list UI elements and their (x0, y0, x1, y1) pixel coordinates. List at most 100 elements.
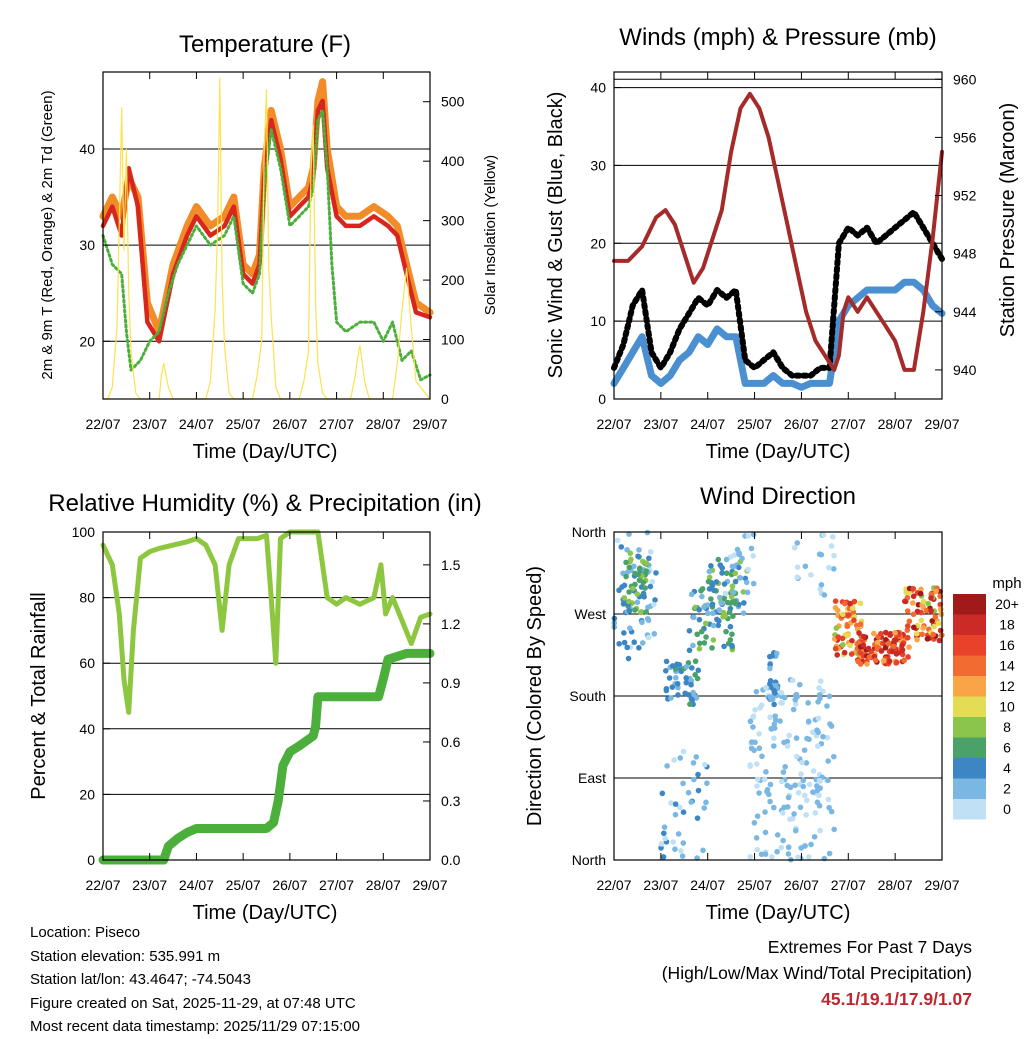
humidity-xtick-label: 28/07 (366, 877, 401, 893)
wind-direction-point (810, 789, 816, 796)
wind-direction-point (692, 672, 698, 678)
wind-direction-point (839, 611, 846, 618)
temperature-series-2m-td-line (101, 109, 432, 382)
wind-direction-point (624, 644, 631, 651)
wind-direction-point (727, 623, 734, 630)
wind-direction-point (715, 622, 722, 629)
wind-direction-point (820, 532, 827, 538)
wind-direction-point (803, 760, 810, 766)
station-location: Location: Piseco (30, 924, 141, 941)
wind-direction-point (779, 810, 786, 816)
wind-direction-point (632, 607, 638, 613)
wind-direction-point (627, 550, 634, 556)
winds-y2tick-label: 948 (953, 246, 977, 262)
wind-direction-point (701, 604, 707, 610)
wind-direction-point (866, 654, 873, 661)
winds-xtick-label: 25/07 (737, 416, 772, 432)
wind-direction-point (778, 689, 785, 696)
wind-direction-point (885, 640, 892, 647)
wind-direction-xlabel: Time (Day/UTC) (706, 902, 851, 924)
wind-direction-point (719, 570, 725, 576)
wind-direction-point (814, 787, 821, 794)
wind-direction-point (726, 609, 733, 616)
wind-direction-point (625, 655, 632, 662)
wind-direction-point (696, 645, 703, 652)
wind-direction-point (703, 799, 709, 806)
speed-legend-label: 16 (999, 637, 1015, 653)
wind-direction-point (785, 794, 792, 801)
temperature-y2tick-label: 200 (441, 272, 465, 288)
winds-xtick-label: 26/07 (784, 416, 819, 432)
wind-direction-point (874, 639, 881, 646)
temperature-y2tick-label: 500 (441, 94, 465, 110)
extremes-title: Extremes For Past 7 Days (767, 937, 972, 957)
wind-direction-point (674, 680, 681, 687)
wind-direction-point (666, 675, 673, 681)
wind-direction-point (844, 623, 851, 630)
wind-direction-point (645, 604, 651, 611)
wind-direction-point (809, 729, 816, 736)
wind-direction-point (621, 582, 628, 589)
speed-legend-label: 2 (1003, 781, 1011, 797)
wind-direction-point (677, 755, 684, 761)
wind-direction-point (792, 701, 799, 707)
wind-direction-point (653, 570, 659, 576)
wind-direction-point (660, 854, 667, 860)
wind-direction-point (790, 677, 796, 684)
wind-direction-point (686, 647, 693, 654)
wind-direction-point (623, 559, 629, 566)
wind-direction-point (932, 614, 939, 620)
wind-direction-point (756, 745, 763, 752)
wind-direction-point (683, 679, 690, 686)
wind-direction-point (700, 847, 706, 854)
wind-direction-point (805, 718, 812, 725)
temperature-y2tick-label: 400 (441, 153, 465, 169)
wind-direction-point (683, 664, 690, 670)
wind-direction-point (825, 777, 831, 784)
wind-direction-point (802, 563, 809, 570)
speed-legend-swatch (953, 655, 986, 676)
wind-direction-point (688, 591, 695, 598)
wind-direction-point (824, 734, 831, 741)
wind-direction-point (758, 851, 765, 858)
wind-direction-point (839, 635, 846, 642)
wind-direction-point (626, 608, 633, 614)
wind-direction-point (817, 827, 823, 834)
wind-direction-point (643, 609, 650, 615)
wind-direction-point (901, 657, 907, 664)
wind-direction-point (865, 645, 872, 652)
wind-direction-point (851, 617, 857, 624)
wind-direction-point (675, 692, 681, 698)
wind-direction-point (644, 615, 651, 622)
wind-direction-point (750, 724, 756, 730)
wind-direction-point (704, 610, 711, 617)
wind-direction-point (794, 540, 801, 546)
wind-direction-point (683, 675, 689, 681)
wind-direction-point (731, 552, 738, 558)
winds-ytick-label: 40 (590, 80, 606, 96)
wind-direction-point (938, 611, 945, 618)
wind-direction-point (698, 628, 705, 635)
wind-direction-point (913, 631, 920, 637)
wind-direction-point (761, 776, 768, 783)
wind-direction-point (709, 601, 716, 608)
wind-direction-point (637, 565, 643, 572)
wind-direction-point (860, 633, 867, 640)
temperature-ytick-label: 40 (79, 141, 95, 157)
wind-direction-point (937, 606, 944, 613)
wind-direction-point (902, 598, 908, 605)
humidity-ytick-label: 80 (79, 590, 95, 606)
wind-direction-point (709, 645, 715, 651)
wind-direction-point (828, 808, 835, 815)
wind-direction-point (834, 607, 841, 614)
humidity-ytick-label: 20 (79, 786, 95, 802)
temperature-y2tick-label: 300 (441, 213, 465, 229)
humidity-ytick-label: 40 (79, 721, 95, 737)
wind-direction-point (800, 783, 807, 790)
winds-ytick-label: 0 (598, 391, 606, 407)
wind-direction-point (878, 630, 884, 637)
wind-direction-point (883, 629, 889, 636)
winds-xtick-label: 22/07 (596, 416, 631, 432)
wind-direction-point (759, 753, 765, 760)
winds-xtick-label: 24/07 (690, 416, 725, 432)
